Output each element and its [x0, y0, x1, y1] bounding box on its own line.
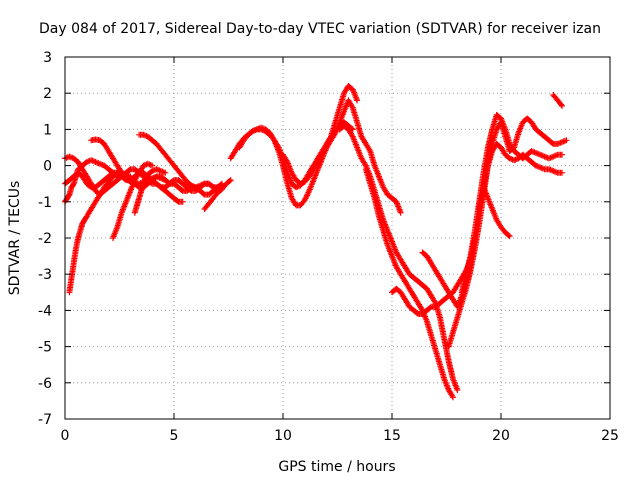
x-tick-label: 20 [492, 428, 510, 444]
series-arc-15 [389, 256, 474, 317]
scatter-points [550, 92, 565, 109]
x-tick-label: 0 [61, 428, 70, 444]
y-tick-label: -4 [38, 303, 52, 319]
y-tick-label: -2 [38, 231, 52, 247]
series-arc-21 [550, 92, 565, 109]
y-tick-label: 3 [43, 50, 52, 66]
scatter-points [110, 160, 156, 241]
x-tick-label: 5 [170, 428, 179, 444]
y-tick-label: -6 [38, 376, 52, 392]
series-arc-20 [480, 184, 513, 240]
y-tick-label: 1 [43, 122, 52, 138]
scatter-points [201, 177, 234, 212]
scatter-points [131, 166, 169, 216]
y-tick-label: 0 [43, 159, 52, 175]
axis-ticks: 0 5 10 15 20 25 -7 -6 -5 -4 -3 -2 -1 0 1 2 3 [38, 50, 619, 444]
series-arc-6 [110, 160, 156, 241]
scatter-points [136, 131, 221, 194]
series-arc-8 [136, 131, 221, 194]
series-arc-7 [131, 166, 169, 216]
series-arc-9 [201, 177, 234, 212]
scatter-points [362, 166, 456, 401]
scatter-points [280, 97, 404, 216]
x-tick-label: 15 [383, 428, 401, 444]
scatter-points [336, 122, 461, 393]
x-tick-label: 25 [601, 428, 619, 444]
y-tick-label: -5 [38, 340, 52, 356]
y-axis-label: SDTVAR / TECUs [7, 181, 23, 296]
series-arc-4 [66, 169, 134, 296]
series-arc-19 [476, 140, 565, 212]
chart-title: Day 084 of 2017, Sidereal Day-to-day VTE… [39, 21, 601, 37]
y-tick-label: -7 [38, 412, 52, 428]
x-axis-label: GPS time / hours [278, 459, 395, 475]
series-arc-14 [362, 166, 456, 401]
series-arc-13 [336, 122, 461, 393]
scatter-points [66, 169, 134, 296]
x-tick-label: 10 [274, 428, 292, 444]
scatter-points [389, 256, 474, 317]
y-tick-label: -1 [38, 195, 52, 211]
y-tick-label: 2 [43, 86, 52, 102]
data-marks [62, 83, 570, 401]
y-tick-label: -3 [38, 267, 52, 283]
scatter-points [480, 184, 513, 240]
scatter-points [476, 140, 565, 212]
series-arc-12 [280, 97, 404, 216]
